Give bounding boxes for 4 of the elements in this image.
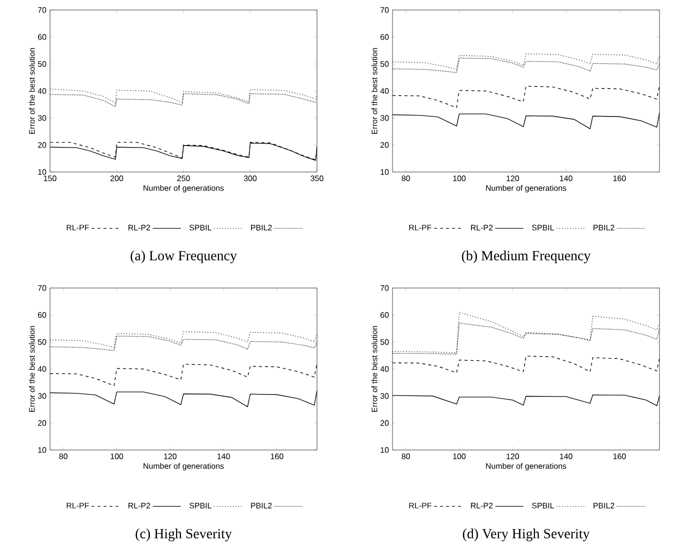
text: (b) Medium Frequency [462, 250, 591, 264]
text: (d) Very High Severity [462, 528, 590, 542]
text: (c) High Severity [136, 528, 232, 542]
text: (a) Low Frequency [130, 250, 237, 264]
